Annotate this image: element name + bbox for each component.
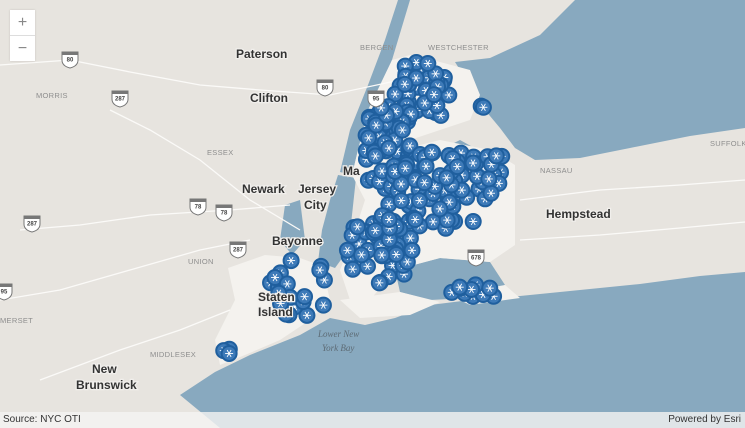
snowflake-marker[interactable] [403,241,421,259]
snowflake-marker[interactable] [474,98,492,116]
county-nassau: NASSAU [540,166,573,175]
snowflake-marker[interactable] [396,159,414,177]
snowflake-marker[interactable] [482,184,500,202]
label-hempstead: Hempstead [546,207,611,221]
snowflake-marker[interactable] [406,211,424,229]
zoom-control: + − [10,10,35,61]
snowflake-marker[interactable] [366,222,384,240]
label-bay-2: York Bay [322,343,354,353]
zoom-in-button[interactable]: + [17,14,28,31]
label-staten: Staten [258,290,295,304]
snowflake-marker[interactable] [366,147,384,165]
snowflake-marker[interactable] [425,86,443,104]
county-union: UNION [188,257,214,266]
snowflake-marker[interactable] [386,85,404,103]
label-bay-1: Lower New [317,329,359,339]
county-essex: ESSEX [207,148,234,157]
snowflake-marker[interactable] [348,218,366,236]
county-middlesex: MIDDLESEX [150,350,196,359]
snowflake-marker[interactable] [417,157,435,175]
snowflake-marker[interactable] [464,154,482,172]
county-morris: MORRIS [36,91,68,100]
label-brunswick: Brunswick [76,378,137,392]
county-somerset: MERSET [0,316,33,325]
county-suffolk: SUFFOLK [710,139,745,148]
svg-text:80: 80 [67,58,74,64]
snowflake-marker[interactable] [464,212,482,230]
svg-text:678: 678 [471,256,482,262]
roads [0,59,745,381]
highway-shields: 80 287 80 95 78 78 287 287 95 678 [0,51,485,301]
snowflake-marker[interactable] [311,261,329,279]
place-labels: Paterson Clifton Newark Jersey City Bayo… [0,43,745,393]
snowflake-marker[interactable] [410,192,428,210]
snowflake-marker[interactable] [387,245,405,263]
snowflake-marker[interactable] [296,288,314,306]
snowflake-marker[interactable] [380,210,398,228]
label-bayonne: Bayonne [272,234,323,248]
snowflake-marker[interactable] [448,158,466,176]
highway-shield-95: 95 [0,283,13,301]
snowflake-marker[interactable] [392,192,410,210]
label-jersey: Jersey [298,182,336,196]
county-westchester: WESTCHESTER [428,43,489,52]
snowflake-marker[interactable] [481,279,499,297]
snowflake-marker[interactable] [360,129,378,147]
snowflake-marker[interactable] [373,246,391,264]
highway-shield-78: 78 [215,204,233,222]
marker-layer [215,53,511,362]
label-island: Island [258,305,293,319]
highway-shield-287: 287 [23,215,41,233]
snowflake-marker[interactable] [419,54,437,72]
snowflake-marker[interactable] [272,294,290,312]
highway-shield-287: 287 [111,90,129,108]
svg-text:80: 80 [322,86,329,92]
svg-text:78: 78 [221,211,228,217]
snowflake-marker[interactable] [393,121,411,139]
zoom-out-button[interactable]: − [10,35,35,61]
source-attribution: Source: NYC OTI [3,414,81,425]
snowflake-marker[interactable] [423,143,441,161]
label-paterson: Paterson [236,47,287,61]
snowflake-marker[interactable] [438,169,456,187]
snowflake-marker[interactable] [367,116,385,134]
snowflake-marker[interactable] [370,274,388,292]
svg-text:287: 287 [233,248,244,254]
highway-shield-678: 678 [467,249,485,267]
esri-attribution[interactable]: Powered by Esri [668,414,741,425]
label-newark: Newark [242,182,285,196]
snowflake-marker[interactable] [338,241,356,259]
snowflake-marker[interactable] [480,170,498,188]
snowflake-marker[interactable] [431,200,449,218]
snowflake-marker[interactable] [314,296,332,314]
label-clifton: Clifton [250,91,288,105]
snowflake-marker[interactable] [282,252,300,270]
snowflake-marker[interactable] [487,147,505,165]
label-new: New [92,362,117,376]
snowflake-marker[interactable] [415,174,433,192]
svg-text:78: 78 [195,205,202,211]
snowflake-marker[interactable] [220,344,238,362]
highway-shield-287: 287 [229,241,247,259]
label-city: City [304,198,327,212]
svg-text:287: 287 [115,97,126,103]
snowflake-marker[interactable] [380,139,398,157]
county-bergen: BERGEN [360,43,393,52]
highway-shield-78: 78 [189,198,207,216]
svg-text:287: 287 [27,222,38,228]
highway-shield-95: 95 [367,90,385,108]
highway-shield-80: 80 [316,79,334,97]
svg-text:95: 95 [1,290,8,296]
snowflake-marker[interactable] [396,75,414,93]
label-manhattan: Ma [343,164,360,178]
snowflake-marker[interactable] [451,278,469,296]
highway-shield-80: 80 [61,51,79,69]
snowflake-marker[interactable] [352,246,370,264]
snowflake-marker[interactable] [344,260,362,278]
svg-text:95: 95 [373,97,380,103]
attribution-bar: Source: NYC OTI Powered by Esri [0,412,745,428]
